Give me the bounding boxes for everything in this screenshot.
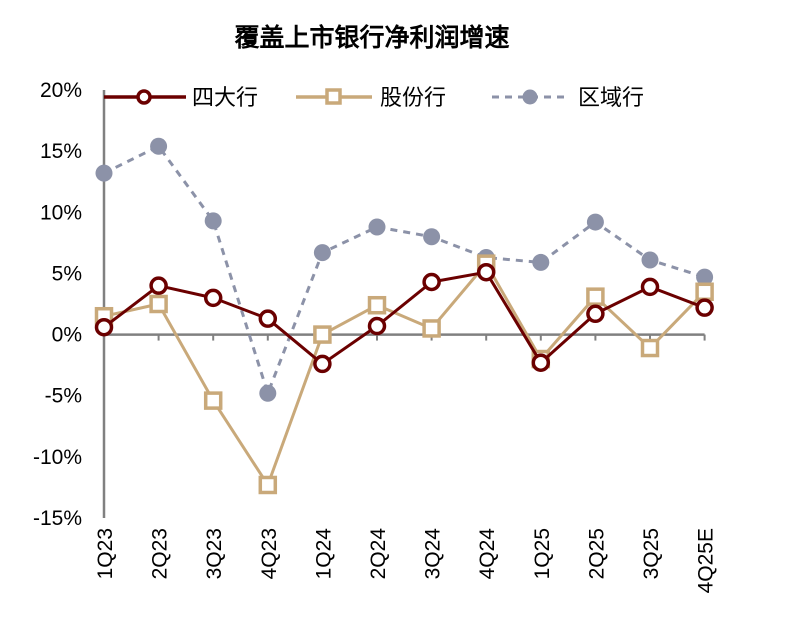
legend-label-joint-stock: 股份行 [380,86,446,111]
data-point [586,287,605,306]
y-tick-label: 5% [52,262,82,285]
y-tick-label: 0% [52,324,82,347]
y-tick-labels: 20% 15% 10% 5% 0% -5% -10% -15% [33,79,82,530]
data-point [586,213,604,231]
legend-marker-big-four [136,89,152,105]
series-1 [94,254,714,495]
data-point [149,276,168,295]
legend: 四大行 股份行 区域行 [104,86,644,111]
data-point [695,298,714,317]
data-point [313,325,332,344]
x-tick-labels: 1Q23 2Q23 3Q23 4Q23 1Q24 2Q24 3Q24 4Q24 1Q25 2Q25… [94,528,718,594]
data-point [532,253,550,271]
legend-marker-regional [522,89,538,105]
data-point [203,391,223,410]
x-tick-label: 3Q25 [640,528,663,579]
y-tick-label: 15% [40,140,82,163]
series-line [103,144,706,395]
data-point [640,338,660,358]
series-2 [95,137,714,402]
data-point [640,277,660,297]
data-point [258,475,278,495]
x-tick-label: 4Q24 [476,528,499,580]
data-point [367,295,387,315]
legend-label-big-four: 四大行 [192,86,258,111]
data-point [641,251,659,269]
data-point [313,244,331,262]
y-tick-label: 10% [40,201,82,224]
y-tick-label: -5% [45,385,82,408]
data-point [203,288,223,308]
data-point [367,316,387,336]
x-tick-label: 3Q23 [203,528,226,579]
data-point [531,353,551,372]
series-group [94,137,714,495]
series-line [103,262,706,487]
x-tick-label: 2Q23 [149,528,172,579]
legend-marker-joint-stock [325,88,342,105]
y-tick-label: 20% [40,79,82,102]
x-tick-label: 4Q23 [258,528,281,579]
data-point [586,304,605,324]
y-tick-label: -10% [33,446,82,469]
x-tick-label: 1Q24 [312,528,335,580]
data-point [204,212,222,230]
y-tick-label: -15% [33,507,82,530]
data-point [422,319,441,338]
data-point [313,354,332,374]
data-point [149,294,168,314]
data-point [259,384,277,402]
data-point [150,137,168,155]
chart-title: 覆盖上市银行净利润增速 [233,23,509,52]
data-point [95,164,113,182]
data-point [695,282,714,302]
x-tick-label: 1Q25 [531,528,554,579]
data-point [94,317,114,337]
x-tick-label: 4Q25E [695,528,718,593]
data-point [422,272,441,292]
legend-label-regional: 区域行 [578,86,644,111]
data-point [368,218,386,236]
data-point [423,228,441,246]
series-line [103,270,706,366]
x-tick-label: 2Q25 [585,528,608,579]
legend-item-big-four: 四大行 [104,86,258,111]
legend-item-joint-stock: 股份行 [296,86,446,111]
series-0 [94,262,714,374]
x-tick-label: 3Q24 [422,528,445,580]
x-tick-label: 2Q24 [367,528,390,580]
x-tick-label: 1Q23 [94,528,117,579]
data-point [258,309,278,328]
data-point [476,262,496,282]
data-point [696,268,714,286]
legend-item-regional: 区域行 [492,86,644,111]
